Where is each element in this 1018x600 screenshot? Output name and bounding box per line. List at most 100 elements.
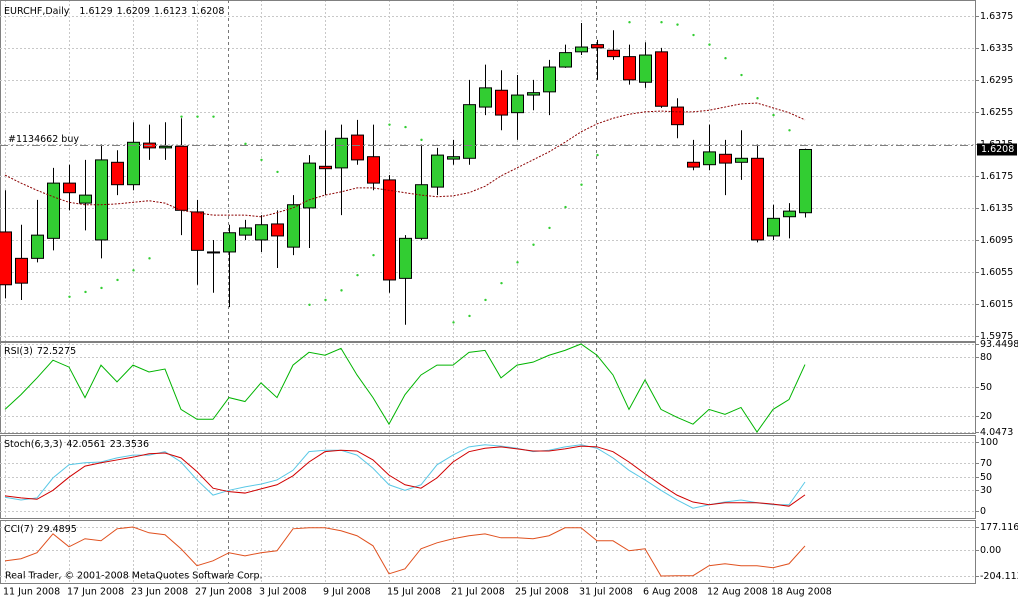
sar-dot <box>532 243 535 246</box>
sar-dot <box>756 97 759 100</box>
candle-body <box>63 182 76 194</box>
candle-body <box>511 94 524 114</box>
y-tick-label: 1.6375 <box>980 11 1013 22</box>
y-tick-label: 1.6255 <box>980 107 1013 118</box>
indicator-line <box>4 445 806 507</box>
sar-dot <box>788 129 791 132</box>
rsi-title: RSI(3) 72.5275 <box>4 346 76 357</box>
cci-title: CCI(7) 29.4895 <box>4 524 77 535</box>
sar-dot <box>180 115 183 118</box>
candle-body <box>687 161 700 168</box>
sar-dot <box>276 170 279 174</box>
grid-layer <box>0 0 979 584</box>
candle-body <box>639 54 652 83</box>
symbol: EURCHF,Daily <box>4 6 70 17</box>
sar-dot <box>516 261 519 264</box>
candle-body <box>799 148 812 214</box>
y-tick-label: 1.6055 <box>980 267 1013 278</box>
sar-dot <box>596 153 599 157</box>
sar-dot <box>132 269 135 272</box>
y-tick-label: 20 <box>980 411 992 422</box>
marks-layer <box>0 21 975 577</box>
sar-dot <box>116 278 119 282</box>
y-tick-label: 30 <box>980 485 992 496</box>
x-tick-label: 9 Jul 2008 <box>323 587 371 598</box>
candle-body <box>495 89 508 116</box>
price-marker-box <box>977 143 1017 156</box>
panel-frame <box>0 520 976 584</box>
sar-dot <box>260 158 263 162</box>
indicator-name: CCI(7) <box>4 524 34 535</box>
x-tick-label: 11 Jun 2008 <box>3 587 60 598</box>
sar-dot <box>420 138 423 142</box>
candle-body <box>79 194 92 204</box>
y-tick-label: 1.6175 <box>980 171 1013 182</box>
candle-body <box>271 223 284 237</box>
candle-body <box>255 224 268 241</box>
candle-body <box>591 44 604 49</box>
candle-body <box>47 182 60 239</box>
candle-body <box>191 211 204 251</box>
candle-body <box>95 159 108 241</box>
candle-body <box>415 184 428 239</box>
candle-body <box>719 153 732 164</box>
y-tick-label: 1.6135 <box>980 203 1013 214</box>
indicator-name: Stoch(6,3,3) <box>4 439 62 450</box>
candle-body <box>623 56 636 81</box>
panel-frame <box>0 0 976 342</box>
sar-dot <box>308 303 311 306</box>
candle-body <box>575 46 588 53</box>
candle-body <box>175 145 188 211</box>
indicator-line <box>4 444 806 509</box>
candle-body <box>239 227 252 236</box>
x-tick-label: 3 Jul 2008 <box>259 587 307 598</box>
sar-dot <box>212 115 215 118</box>
candle-body <box>127 141 140 186</box>
candle-body <box>655 51 668 107</box>
x-tick-label: 27 Jun 2008 <box>195 587 252 598</box>
main-title: EURCHF,Daily 1.6129 1.6209 1.6123 1.6208 <box>4 6 224 17</box>
sar-dot <box>548 226 551 230</box>
price-marker-label: 1.6208 <box>981 144 1014 155</box>
y-tick-label: 0 <box>980 506 986 517</box>
moving-average <box>4 102 806 218</box>
x-tick-label: 31 Jul 2008 <box>579 587 633 598</box>
candle-body <box>111 161 124 186</box>
candle-body <box>303 162 316 209</box>
candle-body <box>15 257 28 284</box>
sar-dot <box>628 21 631 24</box>
sar-dot <box>660 21 663 24</box>
y-tick-label: 93.4498 <box>980 339 1018 350</box>
candle-body <box>0 231 12 286</box>
candle-body <box>527 92 540 96</box>
candle-body <box>479 87 492 108</box>
sar-dot <box>100 286 103 290</box>
sar-dot <box>372 253 375 257</box>
y-tick-label: 177.1163 <box>980 522 1018 533</box>
x-tick-label: 12 Aug 2008 <box>707 587 768 598</box>
candle-body <box>31 234 44 259</box>
last-high: 1.6209 <box>117 6 150 17</box>
candle-body <box>559 52 572 68</box>
y-tick-label: 1.6095 <box>980 235 1013 246</box>
y-tick-label: 4.0473 <box>980 427 1013 438</box>
sar-dot <box>244 142 247 146</box>
last-close: 1.6208 <box>191 6 224 17</box>
candle-body <box>767 217 780 237</box>
last-low: 1.6123 <box>154 6 187 17</box>
sar-dot <box>580 183 583 186</box>
y-tick-label: 50 <box>980 382 992 393</box>
indicator-value: 42.0561 <box>66 439 105 450</box>
sar-dot <box>724 57 727 60</box>
candle-body <box>543 66 556 93</box>
sar-dot <box>484 298 487 302</box>
x-tick-label: 18 Aug 2008 <box>771 587 832 598</box>
candle-body <box>287 204 300 248</box>
sar-dot <box>84 290 87 294</box>
y-tick-label: 100 <box>980 437 998 448</box>
candle-body <box>159 145 172 149</box>
sar-dot <box>388 123 391 126</box>
candle-body <box>399 237 412 279</box>
candle-body <box>671 106 684 126</box>
candle-body <box>783 210 796 218</box>
